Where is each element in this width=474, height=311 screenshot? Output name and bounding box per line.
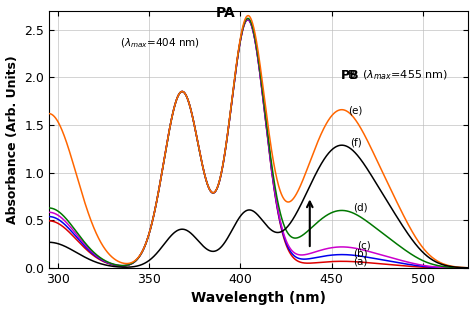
Text: (f): (f)	[350, 137, 362, 147]
Y-axis label: Absorbance (Arb. Units): Absorbance (Arb. Units)	[6, 55, 18, 224]
Text: (a): (a)	[354, 256, 368, 266]
Text: (c): (c)	[357, 240, 371, 250]
Text: (b): (b)	[354, 249, 368, 259]
Text: PB  ($\lambda_{max}$=455 nm): PB ($\lambda_{max}$=455 nm)	[341, 69, 448, 82]
Text: PB: PB	[341, 69, 359, 82]
X-axis label: Wavelength (nm): Wavelength (nm)	[191, 291, 326, 305]
Text: (d): (d)	[354, 203, 368, 213]
Text: PA: PA	[216, 6, 236, 20]
Text: (e): (e)	[348, 106, 363, 116]
Text: ($\lambda_{max}$=404 nm): ($\lambda_{max}$=404 nm)	[120, 36, 200, 50]
